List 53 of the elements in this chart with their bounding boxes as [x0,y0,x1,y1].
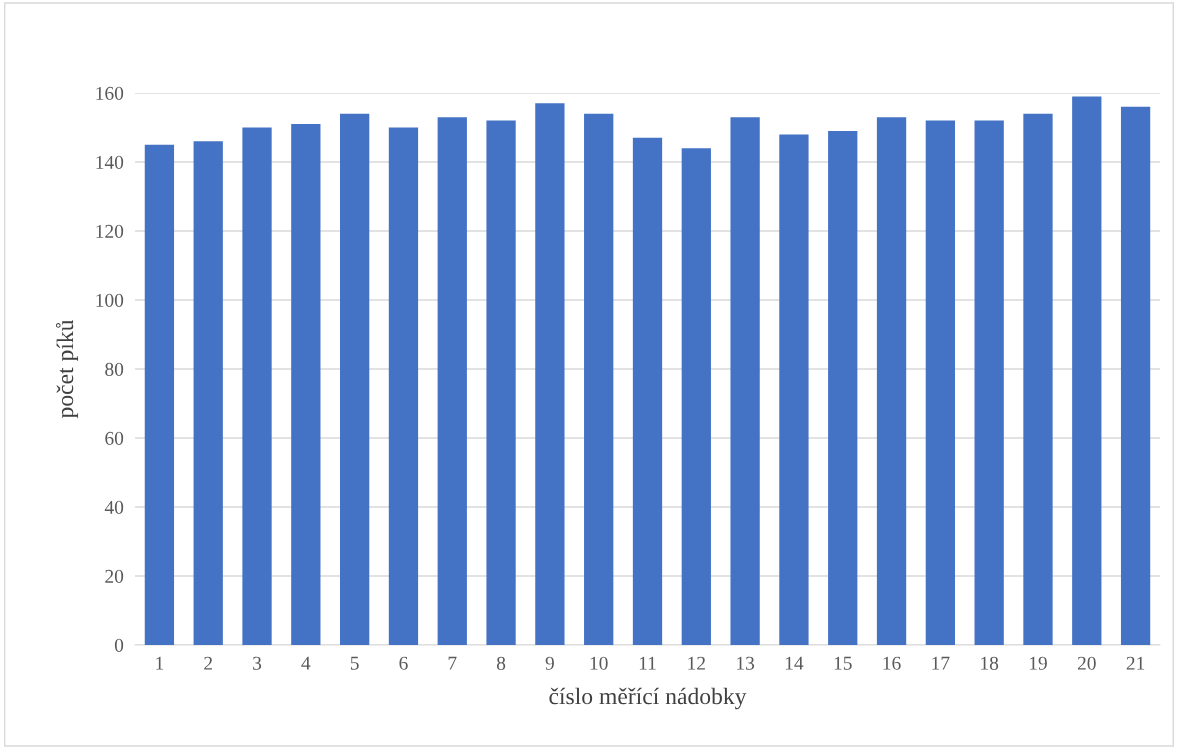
x-tick-label: 18 [981,656,999,670]
bar [486,120,516,645]
bar [876,117,907,645]
y-tick-label: 40 [104,500,124,514]
x-tick-label: 5 [350,656,359,670]
y-tick-label: 100 [96,293,124,307]
y-tick-label: 120 [96,224,124,238]
bar [340,113,370,645]
x-tick-label: 14 [785,656,804,670]
x-tick-label: 4 [301,656,311,670]
bar [632,137,663,645]
y-tick-label: 160 [96,86,124,100]
x-tick-label: 6 [399,656,408,670]
bar [535,103,565,645]
x-tick-label: 2 [204,656,212,670]
y-tick-label: 140 [96,155,124,169]
x-axis-title: číslo měřící nádobky [549,687,747,710]
bar [681,148,711,645]
bar [730,117,760,645]
x-tick-label: 21 [1126,656,1145,670]
x-tick-label: 16 [883,656,901,670]
x-tick-label: 19 [1029,656,1047,670]
x-tick-label: 7 [448,656,457,670]
x-tick-label: 15 [834,656,852,670]
bar [1072,96,1102,645]
bar [925,120,955,645]
bar [388,127,419,645]
y-tick-label: 20 [105,569,124,583]
y-tick-label: 60 [105,431,124,445]
x-tick-label: 3 [253,656,262,670]
bar [291,124,321,645]
bar [437,117,467,645]
x-tick-label: 20 [1077,656,1096,670]
x-tick-label: 12 [688,656,705,670]
y-tick-label: 80 [105,362,124,376]
x-tick-label: 11 [639,656,656,670]
bar [974,120,1004,645]
bar [242,127,272,645]
bar [828,130,858,645]
x-tick-label: 13 [737,656,755,670]
x-tick-label: 1 [156,656,164,670]
bar [1023,113,1053,645]
y-tick-label: 0 [114,638,124,652]
x-tick-label: 10 [590,656,608,670]
bar [193,141,223,645]
bar [1120,106,1151,645]
bar [144,144,175,645]
x-tick-label: 9 [545,656,554,670]
x-tick-label: 8 [496,656,506,670]
bar [779,134,809,645]
bar [584,113,614,645]
y-axis-title: počet píků [55,319,79,419]
x-tick-label: 17 [932,656,950,670]
